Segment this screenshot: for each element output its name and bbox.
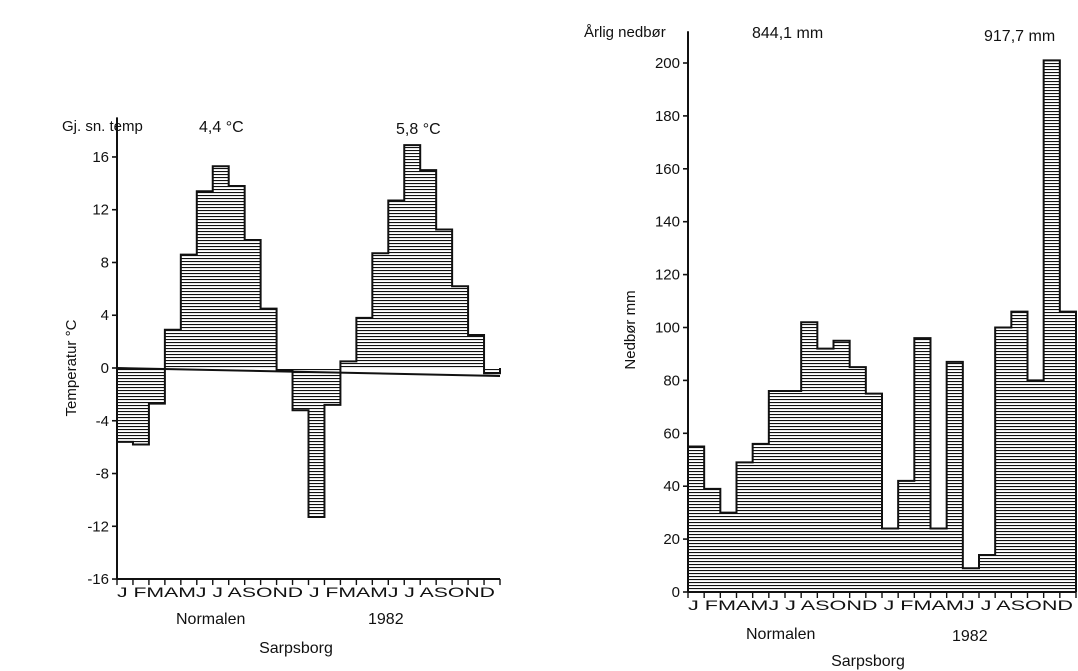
y-tick-label: -16 (87, 571, 109, 588)
y-tick-label: 12 (92, 202, 109, 219)
y-tick-label: 180 (655, 108, 680, 125)
precipitation-step-outline (687, 59, 1077, 592)
y-tick-label: -8 (96, 466, 109, 483)
y-tick-label: 200 (655, 55, 680, 72)
temperature-1982-label: 1982 (368, 611, 404, 628)
temperature-normal-annual: 4,4 °C (199, 119, 244, 136)
temperature-normalen-label: Normalen (176, 611, 245, 628)
y-tick-label: -12 (87, 518, 109, 535)
temperature-bars-fill (117, 145, 500, 518)
precipitation-1982-annual: 917,7 mm (984, 28, 1055, 45)
precipitation-y-ticks: 0 20 40 60 80 100 120 140 160 180 200 (655, 55, 688, 601)
y-tick-label: 20 (663, 531, 680, 548)
precipitation-y-axis-label: Nedbør mm (622, 290, 639, 369)
y-tick-label: 4 (101, 307, 109, 324)
temperature-x-axis-label: Sarpsborg (259, 640, 333, 657)
precipitation-chart: 0 20 40 60 80 100 120 140 160 180 200 Årlig nedbør… (584, 24, 1077, 670)
temperature-month-labels: J FMAMJ J ASOND J FMAMJ J ASOND (117, 584, 495, 600)
y-tick-label: 160 (655, 161, 680, 178)
precipitation-x-ticks (687, 592, 1077, 598)
precipitation-normalen-label: Normalen (746, 626, 815, 643)
y-tick-label: 100 (655, 320, 680, 337)
temperature-y-axis-label: Temperatur °C (63, 319, 80, 416)
temperature-x-ticks (116, 579, 501, 586)
y-tick-label: 120 (655, 267, 680, 284)
precipitation-normal-annual: 844,1 mm (752, 25, 823, 42)
precipitation-1982-label: 1982 (952, 628, 988, 645)
precipitation-month-labels: J FMAMJ J ASOND J FMAMJ J ASOND (688, 597, 1073, 613)
y-tick-label: 0 (672, 584, 680, 601)
precipitation-x-axis-label: Sarpsborg (831, 653, 905, 670)
temperature-y-ticks: 16 12 8 4 0 -4 -8 -12 -16 (87, 149, 117, 588)
y-tick-label: 8 (101, 254, 109, 271)
y-tick-label: -4 (96, 413, 109, 430)
temperature-1982-annual: 5,8 °C (396, 121, 441, 138)
y-tick-label: 40 (663, 478, 680, 495)
precipitation-corner-label: Årlig nedbør (584, 24, 666, 41)
y-tick-label: 80 (663, 372, 680, 389)
temperature-chart: 16 12 8 4 0 -4 -8 -12 -16 Gj. sn. temp 4,4 °C 5,… (62, 117, 501, 657)
temperature-zero-line (116, 367, 501, 377)
temperature-corner-label: Gj. sn. temp (62, 118, 143, 135)
precipitation-bars-fill (688, 60, 1076, 593)
y-tick-label: 60 (663, 425, 680, 442)
temperature-step-outline (116, 144, 501, 519)
y-tick-label: 16 (92, 149, 109, 166)
y-tick-label: 0 (101, 360, 109, 377)
y-tick-label: 140 (655, 214, 680, 231)
